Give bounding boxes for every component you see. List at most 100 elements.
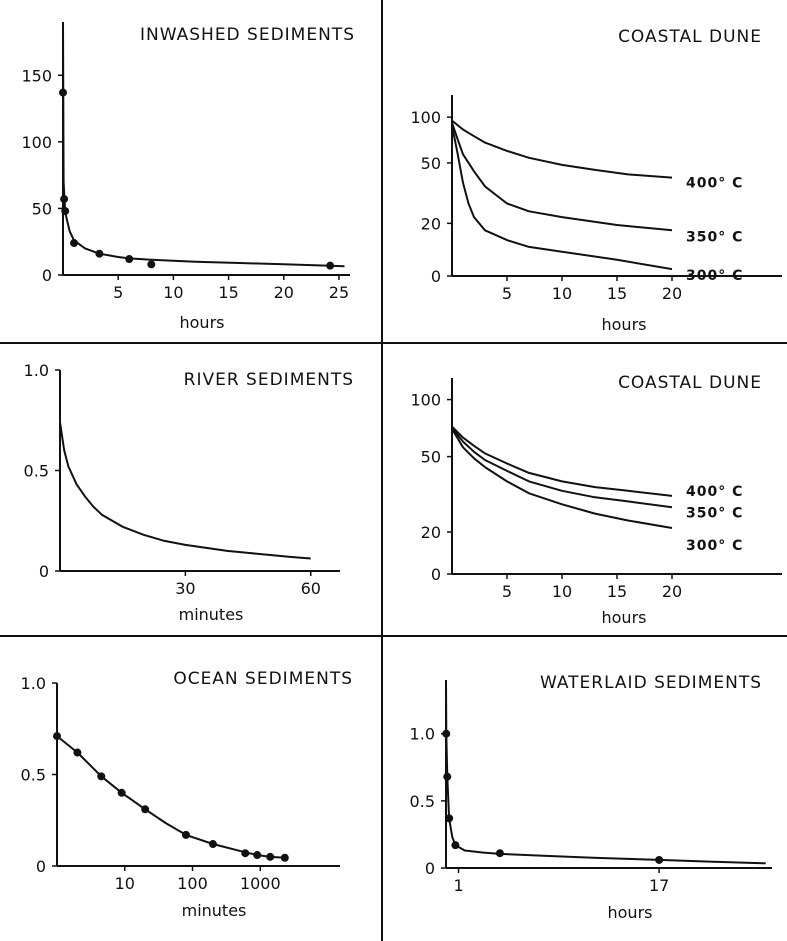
data-point [141,805,150,814]
y-tick-label: 0 [431,565,441,584]
plot-area: 10 100 1000 0 0.5 1.0 [21,674,340,893]
x-axis-label: hours [180,313,225,332]
data-point [53,732,61,741]
y-tick-label: 20 [421,214,441,233]
chart-ocean-sediments: OCEAN SEDIMENTS minutes 10 100 1000 0 0.5 1.0 [21,669,353,920]
chart-coastal-dune-middle: COASTAL DUNE hours 5 10 15 20 20 50 100 0 400° C… [410,373,782,627]
data-point [280,853,289,862]
data-point [266,852,275,861]
chart-coastal-dune-top: COASTAL DUNE hours 5 10 15 20 20 50 100 0 400° C… [410,27,782,334]
x-tick-label: 1000 [240,874,281,893]
x-tick-label: 5 [502,582,512,601]
x-tick-label: 60 [301,579,321,598]
x-tick-label: 15 [607,284,627,303]
series-label: 300° C [686,538,743,554]
x-tick-label: 15 [607,582,627,601]
y-tick-label: 0 [42,266,52,285]
series-line [59,422,311,560]
x-axis-label: hours [602,608,647,627]
y-tick-label: 150 [21,66,52,85]
series-label: 350° C [686,505,743,521]
y-tick-label: 0 [39,562,49,581]
x-tick-label: 15 [218,283,238,302]
data-point [73,748,82,757]
y-tick-label: 50 [32,199,52,218]
series-line [451,427,673,509]
plot-area: 30 60 0 0.5 1.0 [24,361,340,598]
x-axis-label: hours [602,315,647,334]
x-tick-label: 10 [115,874,135,893]
plot-area: 5 10 15 20 20 50 100 0 400° C 350° C 300° C [410,378,782,601]
x-axis-label: minutes [182,901,247,920]
x-tick-label: 10 [552,582,572,601]
series-line [451,122,673,232]
x-axis-label: hours [608,903,653,922]
data-point [60,195,69,204]
plot-area: 5 10 15 20 25 0 50 100 150 [21,21,350,302]
series-line [445,679,766,865]
data-point [326,261,335,270]
x-tick-label: 1 [453,876,463,895]
x-tick-label: 17 [649,876,669,895]
data-point [59,88,67,97]
series-line [451,125,673,271]
y-tick-label: 0 [36,857,46,876]
series-line [451,425,673,497]
chart-river-sediments: RIVER SEDIMENTS minutes 30 60 0 0.5 1.0 [24,361,354,624]
y-tick-label: 0.5 [21,766,46,785]
x-tick-label: 5 [113,283,123,302]
y-tick-label: 50 [421,448,441,467]
data-point [125,255,134,264]
data-point [445,814,454,823]
chart-title: COASTAL DUNE [618,27,762,47]
chart-inwashed-sediments: INWASHED SEDIMENTS hours 5 10 15 20 25 0 50 100… [21,21,355,332]
x-tick-label: 5 [502,284,512,303]
y-tick-label: 100 [410,391,441,410]
y-tick-label: 0.5 [410,792,435,811]
data-point [117,788,126,797]
y-tick-label: 20 [421,523,441,542]
y-tick-label: 1.0 [410,725,435,744]
x-tick-label: 30 [175,579,195,598]
series-line [62,21,345,268]
data-point [70,239,79,248]
x-tick-label: 25 [329,283,349,302]
x-axis-label: minutes [179,605,244,624]
x-tick-label: 20 [274,283,294,302]
y-tick-label: 100 [410,108,441,127]
data-point [61,207,70,216]
y-tick-label: 50 [421,154,441,173]
chart-title: OCEAN SEDIMENTS [173,669,353,689]
data-point [97,772,106,781]
data-point [253,851,262,860]
y-tick-label: 0 [425,859,435,878]
chart-title: RIVER SEDIMENTS [184,370,354,390]
y-tick-label: 1.0 [24,361,49,380]
series-line [451,119,673,179]
data-point [442,729,451,738]
chart-waterlaid-sediments: WATERLAID SEDIMENTS hours 1 17 0 0.5 1.0 [410,673,772,922]
series-label: 300° C [686,268,743,284]
y-tick-label: 100 [21,133,52,152]
data-point [95,249,104,258]
series-label: 400° C [686,176,743,192]
data-point [655,855,664,864]
data-point [241,849,250,858]
data-point [147,260,156,269]
y-tick-label: 0 [431,267,441,286]
plot-area: 5 10 15 20 20 50 100 0 400° C 350° C 300° C [410,95,782,303]
x-tick-label: 20 [662,582,682,601]
data-point [208,840,217,849]
chart-title: COASTAL DUNE [618,373,762,393]
series-line [451,428,673,529]
y-tick-label: 0.5 [24,462,49,481]
y-tick-label: 1.0 [21,674,46,693]
x-tick-label: 100 [177,874,208,893]
series-label: 400° C [686,484,743,500]
chart-title: INWASHED SEDIMENTS [140,25,355,45]
data-point [451,841,460,850]
data-point [181,830,190,839]
